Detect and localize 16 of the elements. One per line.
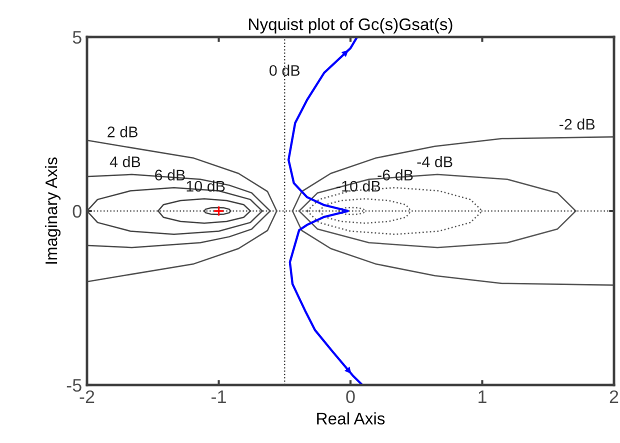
x-tick-label: -1 (212, 390, 226, 403)
y-axis-title: Imaginary Axis (44, 157, 61, 264)
chart-title: Nyquist plot of Gc(s)Gsat(s) (249, 18, 452, 34)
annotation: 2 dB (108, 126, 138, 138)
x-axis-title: Real Axis (317, 412, 385, 424)
annotation: 4 dB (110, 156, 140, 168)
annotation: -4 dB (417, 156, 452, 168)
y-tick-label: 5 (72, 31, 82, 44)
x-tick-label: 0 (346, 390, 355, 404)
annotation: -2 dB (560, 118, 595, 130)
x-tick-label: -2 (80, 390, 94, 403)
x-tick-label: 1 (478, 390, 486, 403)
y-tick-label: -5 (66, 379, 82, 392)
y-tick-label: 0 (72, 204, 82, 218)
ref-line-label: 0 dB (270, 64, 300, 76)
x-tick-label: 2 (610, 390, 618, 403)
